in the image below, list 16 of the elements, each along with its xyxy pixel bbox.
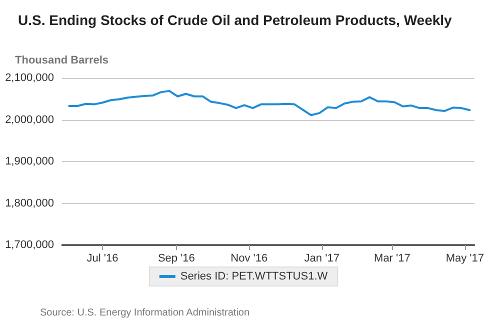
x-tick-label: May '17 (446, 252, 484, 264)
y-axis-title: Thousand Barrels (15, 54, 109, 66)
x-tick-label: Mar '17 (374, 252, 410, 264)
y-tick-label: 2,000,000 (5, 114, 54, 126)
line-series (68, 90, 471, 116)
y-tick-label: 1,800,000 (5, 197, 54, 210)
legend-label: Series ID: PET.WTTSTUS1.W (180, 270, 328, 282)
x-tick-label: Nov '16 (230, 252, 268, 264)
chart-title: U.S. Ending Stocks of Crude Oil and Petroleum Products, Weekly (18, 12, 452, 28)
y-tick-label: 1,700,000 (5, 239, 54, 251)
x-tick-label: Jul '16 (86, 252, 118, 264)
y-tick-label: 1,900,000 (5, 156, 54, 168)
x-tick-label: Jan '17 (304, 252, 340, 264)
source-note: Source: U.S. Energy Information Administration (40, 308, 250, 318)
y-tick-label: 2,100,000 (5, 72, 54, 84)
x-tick-label: Sep '16 (158, 252, 195, 264)
